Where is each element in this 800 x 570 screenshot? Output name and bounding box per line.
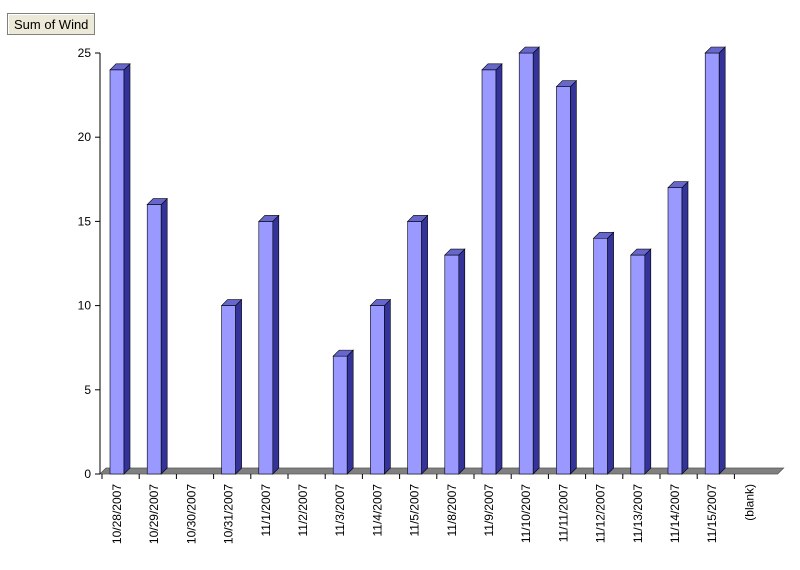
bar-side — [235, 298, 242, 475]
bar — [369, 298, 392, 475]
bar-top — [667, 181, 689, 189]
x-tick-label: 10/28/2007 — [110, 484, 124, 544]
x-tick-label: 10/30/2007 — [184, 484, 198, 544]
bar-top — [444, 248, 466, 256]
bar-front — [332, 355, 348, 475]
x-tick-label: 11/1/2007 — [259, 484, 273, 537]
x-tick-label: 11/13/2007 — [631, 484, 645, 543]
bar-top — [481, 63, 503, 71]
bar-side — [644, 248, 652, 475]
x-tick-label: 11/4/2007 — [370, 484, 384, 537]
bar — [220, 298, 243, 475]
bar — [406, 214, 429, 475]
bar-front — [258, 221, 274, 475]
bar — [332, 349, 354, 475]
bar-front — [704, 52, 720, 475]
x-tick-label: 11/3/2007 — [333, 484, 347, 537]
x-tick-label: 11/15/2007 — [705, 484, 719, 543]
x-tick-label: 10/29/2007 — [147, 484, 161, 544]
bar-side — [123, 63, 131, 475]
bar-top — [369, 299, 392, 306]
bar-front — [444, 254, 460, 475]
bar-front — [109, 69, 125, 475]
bar-front — [518, 52, 534, 475]
x-tick-label: 11/8/2007 — [445, 484, 459, 537]
bar — [109, 63, 131, 475]
bar — [555, 79, 578, 475]
bar-top — [332, 349, 354, 357]
y-tick-label: 25 — [78, 46, 92, 60]
sum-of-wind-field-button[interactable]: Sum of Wind — [7, 13, 96, 35]
x-tick-label: 11/11/2007 — [556, 484, 570, 543]
x-tick-label: 11/2/2007 — [296, 484, 310, 537]
bar-front — [667, 187, 683, 475]
x-tick-label: 11/12/2007 — [594, 484, 608, 543]
bar-top — [518, 46, 540, 54]
bar-front — [407, 221, 422, 475]
bar — [258, 214, 280, 475]
bar-front — [370, 305, 385, 475]
bar-front — [593, 237, 608, 475]
bar — [518, 46, 540, 475]
bar-side — [346, 349, 354, 475]
bar-top — [555, 80, 578, 87]
bar-top — [146, 198, 168, 205]
bar — [481, 63, 503, 475]
bar-side — [160, 197, 168, 475]
x-tick-label: 11/9/2007 — [482, 484, 496, 537]
x-tick-label: 11/5/2007 — [408, 484, 422, 537]
y-tick-label: 15 — [78, 214, 92, 228]
x-axis-labels: 10/28/2007 10/29/2007 10/30/2007 10/31/2007… — [101, 474, 756, 544]
bar-front — [630, 254, 646, 475]
y-tick-label: 10 — [78, 299, 92, 313]
y-tick-label: 0 — [84, 467, 91, 481]
bar-top — [704, 46, 726, 54]
bar-top — [630, 248, 652, 256]
bar-side — [458, 248, 466, 475]
bar-side — [272, 214, 280, 475]
bar-top — [258, 215, 280, 222]
bar-front — [146, 204, 162, 475]
bar-side — [421, 214, 428, 475]
bar — [630, 248, 652, 475]
x-tick-label: 11/14/2007 — [668, 484, 682, 543]
bar-side — [532, 46, 540, 475]
bar — [667, 180, 689, 475]
y-tick-label: 20 — [78, 130, 92, 144]
bar-top — [406, 215, 429, 222]
bar-top — [109, 63, 131, 71]
bar-side — [570, 79, 577, 475]
bar — [444, 248, 466, 475]
bar-side — [384, 298, 391, 475]
bar-side — [718, 46, 726, 475]
y-axis: 0 5 10 15 20 25 — [78, 46, 101, 481]
bar-side — [681, 180, 689, 475]
bar-side — [607, 231, 614, 475]
x-tick-label: 11/10/2007 — [519, 484, 533, 543]
bar — [704, 46, 726, 475]
bar-top — [220, 299, 243, 306]
bar — [146, 197, 168, 475]
x-tick-label: 10/31/2007 — [222, 484, 236, 544]
bar-series — [109, 46, 726, 475]
bar-side — [495, 63, 503, 475]
bar-front — [221, 305, 236, 475]
bar — [592, 231, 615, 475]
x-tick-label: (blank) — [742, 484, 756, 521]
bar-front — [556, 86, 571, 475]
bar-top — [592, 231, 615, 239]
bar-front — [481, 69, 497, 475]
y-tick-label: 5 — [84, 383, 91, 397]
